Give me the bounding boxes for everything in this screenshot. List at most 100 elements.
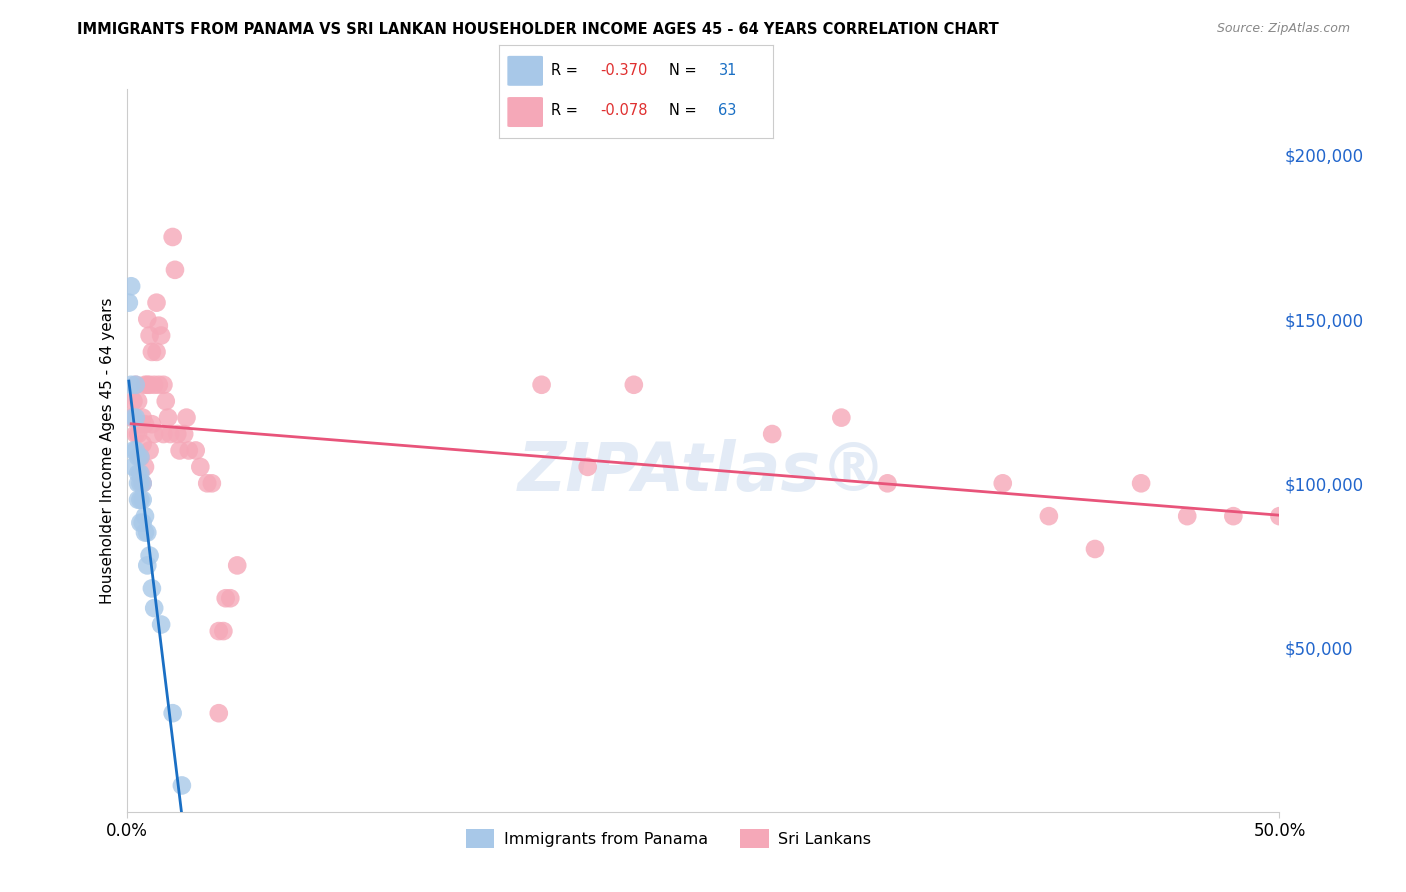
Point xyxy=(761,427,783,442)
Text: 63: 63 xyxy=(718,103,737,118)
Point xyxy=(141,582,163,596)
Point xyxy=(177,443,200,458)
Point xyxy=(127,394,149,409)
Point xyxy=(1175,509,1198,524)
Point xyxy=(122,459,145,474)
FancyBboxPatch shape xyxy=(508,56,543,86)
Text: 31: 31 xyxy=(718,62,737,78)
Point xyxy=(120,279,142,293)
Text: N =: N = xyxy=(669,103,702,118)
Point xyxy=(131,476,153,491)
Point xyxy=(138,443,160,458)
Point xyxy=(208,706,231,721)
Point xyxy=(215,591,238,606)
Point xyxy=(127,476,149,491)
Point xyxy=(219,591,242,606)
Point xyxy=(125,377,148,392)
Legend: Immigrants from Panama, Sri Lankans: Immigrants from Panama, Sri Lankans xyxy=(460,823,877,855)
Point xyxy=(1038,509,1060,524)
Point xyxy=(830,410,852,425)
Point xyxy=(163,262,186,277)
Point xyxy=(145,345,167,359)
Point xyxy=(1222,509,1244,524)
Point xyxy=(118,295,141,310)
Point xyxy=(530,377,553,392)
Point xyxy=(129,516,152,530)
Point xyxy=(131,476,153,491)
Point xyxy=(173,427,195,442)
Point xyxy=(876,476,898,491)
Point xyxy=(136,312,159,326)
Point xyxy=(1268,509,1291,524)
Point xyxy=(134,417,156,432)
Text: -0.078: -0.078 xyxy=(600,103,648,118)
Point xyxy=(184,443,207,458)
Point xyxy=(143,601,166,615)
Point xyxy=(136,377,159,392)
Point xyxy=(131,437,153,451)
Point xyxy=(195,476,218,491)
Point xyxy=(991,476,1014,491)
Point xyxy=(152,377,174,392)
Point xyxy=(188,459,211,474)
Point xyxy=(129,492,152,507)
Y-axis label: Householder Income Ages 45 - 64 years: Householder Income Ages 45 - 64 years xyxy=(100,297,115,604)
Point xyxy=(201,476,224,491)
FancyBboxPatch shape xyxy=(508,97,543,127)
Point xyxy=(148,318,170,333)
Point xyxy=(148,377,170,392)
Point xyxy=(166,427,188,442)
Point xyxy=(127,467,149,481)
Point xyxy=(138,328,160,343)
Text: ZIPAtlas®: ZIPAtlas® xyxy=(519,439,887,505)
Point xyxy=(136,558,159,573)
Point xyxy=(127,450,149,464)
Point xyxy=(129,450,152,464)
Point xyxy=(152,427,174,442)
Point xyxy=(125,410,148,425)
Point xyxy=(1084,541,1107,556)
Text: -0.370: -0.370 xyxy=(600,62,648,78)
Point xyxy=(120,410,142,425)
Point xyxy=(143,427,166,442)
Point xyxy=(131,492,153,507)
Point xyxy=(150,617,173,632)
Point xyxy=(157,410,180,425)
Point xyxy=(170,779,193,793)
Point xyxy=(122,394,145,409)
Text: Source: ZipAtlas.com: Source: ZipAtlas.com xyxy=(1216,22,1350,36)
Text: IMMIGRANTS FROM PANAMA VS SRI LANKAN HOUSEHOLDER INCOME AGES 45 - 64 YEARS CORRE: IMMIGRANTS FROM PANAMA VS SRI LANKAN HOU… xyxy=(77,22,1000,37)
Point xyxy=(141,417,163,432)
Point xyxy=(120,377,142,392)
Point xyxy=(129,467,152,481)
Point xyxy=(155,394,177,409)
Point xyxy=(122,410,145,425)
Text: R =: R = xyxy=(551,62,582,78)
Text: R =: R = xyxy=(551,103,582,118)
Point xyxy=(129,417,152,432)
Point xyxy=(125,377,148,392)
Point xyxy=(138,549,160,563)
Point xyxy=(138,377,160,392)
Point xyxy=(125,427,148,442)
Point xyxy=(208,624,231,639)
Point xyxy=(145,295,167,310)
Point xyxy=(134,377,156,392)
Point xyxy=(134,509,156,524)
Point xyxy=(150,328,173,343)
Point xyxy=(1130,476,1153,491)
Point xyxy=(576,459,599,474)
Point xyxy=(162,706,184,721)
Point xyxy=(623,377,645,392)
Point xyxy=(162,230,184,244)
Point xyxy=(131,410,153,425)
Text: N =: N = xyxy=(669,62,702,78)
Point xyxy=(127,427,149,442)
Point xyxy=(129,450,152,464)
Point xyxy=(134,459,156,474)
Point xyxy=(141,345,163,359)
Point xyxy=(143,377,166,392)
Point xyxy=(176,410,198,425)
Point xyxy=(131,516,153,530)
Point xyxy=(125,443,148,458)
